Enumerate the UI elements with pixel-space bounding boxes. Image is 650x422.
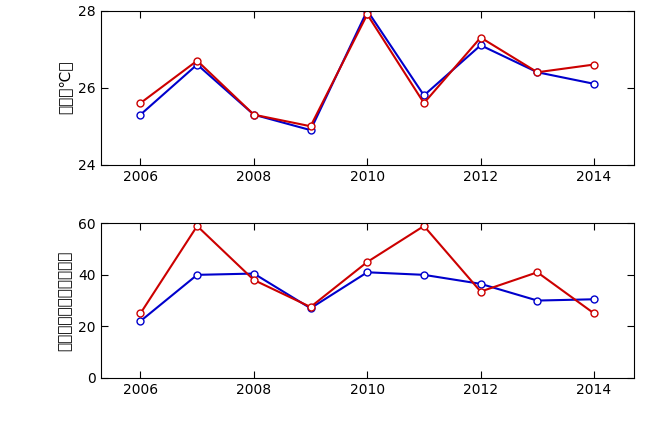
Y-axis label: 気温（℃）: 気温（℃）: [58, 61, 73, 114]
Y-axis label: 白未熟粒発生割合（％）: 白未熟粒発生割合（％）: [58, 250, 73, 351]
